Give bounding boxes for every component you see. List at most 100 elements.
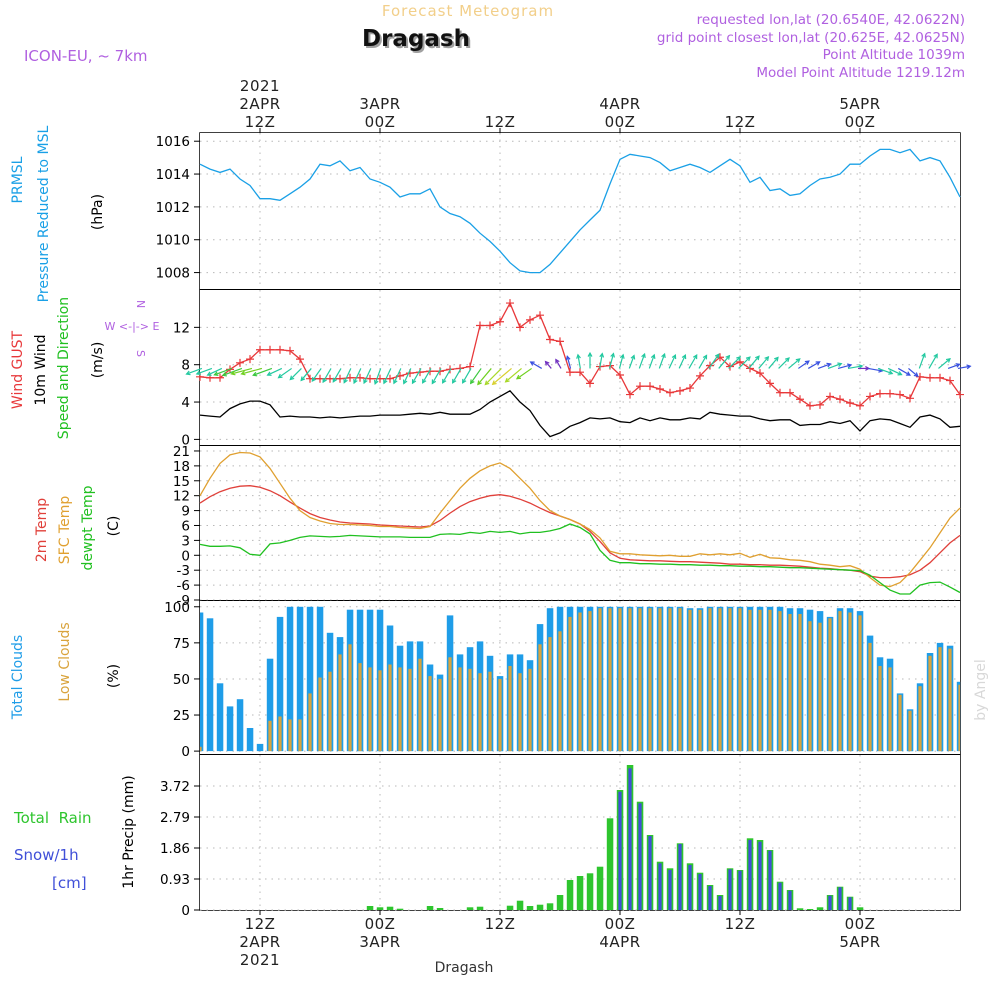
clouds-low-clouds-bar <box>508 666 512 752</box>
wind-direction-arrow <box>206 367 223 376</box>
wind-direction-arrow <box>608 352 615 369</box>
wind-arrow-head <box>452 378 457 384</box>
wind-arrow-head <box>230 370 236 376</box>
clouds-low-clouds-bar <box>758 609 762 752</box>
wind-arrow-shaft <box>817 363 831 369</box>
wind-arrow-shaft <box>470 368 482 384</box>
wind-arrow-head <box>462 378 467 384</box>
wind-direction-arrow <box>628 354 636 369</box>
clouds-low-clouds-bar <box>268 720 272 752</box>
precip-legend-snow: Snow/1h <box>14 846 79 864</box>
clouds-low-clouds-bar <box>598 608 602 752</box>
wind-direction-arrow <box>658 352 666 369</box>
wind-direction-arrow <box>266 367 283 376</box>
wind-arrow-shaft <box>807 361 820 369</box>
temp-label-dewpt: dewpt Temp <box>80 485 96 570</box>
gust-marker <box>906 394 914 403</box>
bottom-axis-label: 00Z <box>845 915 876 933</box>
wind-arrow-head <box>252 371 258 377</box>
clouds-low-clouds-bar <box>558 631 562 752</box>
wind-arrow-head <box>195 370 201 376</box>
wind-direction-arrow <box>638 352 646 369</box>
wind-arrow-shaft <box>788 358 801 369</box>
wind-arrow-shaft <box>618 354 624 369</box>
wind-arrow-shaft <box>648 354 655 369</box>
wind-direction-arrow <box>411 368 422 385</box>
bottom-axis-label: 12Z <box>245 915 276 933</box>
point-altitude: Point Altitude 1039m <box>823 47 965 63</box>
precip-ytick-label: 3.72 <box>160 779 190 795</box>
gust-marker <box>636 382 644 391</box>
clouds-label-total: Total Clouds <box>10 635 26 720</box>
wind-direction-arrow <box>289 368 302 381</box>
clouds-low-clouds-bar <box>698 609 702 752</box>
clouds-low-clouds-bar <box>938 647 942 752</box>
clouds-low-clouds-bar <box>318 677 322 752</box>
wind-arrow-shaft <box>877 367 893 375</box>
precip-ytick-label: 0.93 <box>160 872 190 888</box>
wind-direction-arrow <box>462 368 472 384</box>
gust-marker <box>506 299 514 308</box>
gust-marker <box>586 379 594 388</box>
gust-marker <box>546 335 554 344</box>
wind-direction-arrow <box>947 363 961 369</box>
wind-direction-arrow <box>383 368 392 385</box>
top-axis-label: 00Z <box>845 113 876 131</box>
wind-direction-arrow <box>565 355 572 369</box>
clouds-low-clouds-bar <box>538 644 542 752</box>
wind-direction-arrow <box>748 355 760 369</box>
clouds-low-clouds-bar <box>388 664 392 752</box>
wind-arrow-shaft <box>322 368 332 383</box>
wind-arrow-head <box>213 371 219 376</box>
gust-marker <box>956 390 964 399</box>
wind-arrow-head <box>300 376 306 382</box>
precip-ylabel: 1hr Precip (mm) <box>121 775 137 888</box>
wind-arrow-head <box>905 371 911 376</box>
wind-arrow-head <box>555 358 560 364</box>
clouds-low-clouds-bar <box>898 694 902 752</box>
wind-arrow-head <box>630 354 636 360</box>
wind-arrow-head <box>815 361 821 366</box>
wind-arrow-head <box>477 380 482 386</box>
precip-snow-1h-bar <box>668 870 672 910</box>
gust-marker <box>856 401 864 410</box>
clouds-low-clouds-bar <box>528 668 532 752</box>
clouds-low-clouds-bar <box>488 671 492 752</box>
wind-arrow-shaft <box>484 368 502 385</box>
pressure-ytick-label: 1016 <box>156 134 190 150</box>
top-axis-label: 5APR <box>839 95 880 113</box>
precip-total-rain-bar <box>376 907 384 910</box>
wind-arrow-shaft <box>566 356 572 369</box>
wind-direction-arrow <box>877 367 894 375</box>
precip-total-rain-bar <box>396 908 404 910</box>
gust-marker <box>836 395 844 404</box>
wind-arrow-shaft <box>343 368 352 383</box>
clouds-low-clouds-bar <box>868 642 872 752</box>
gust-marker <box>616 370 624 379</box>
pressure-ylabel: PRMSL Pressure Reduced to MSL (hPa) <box>10 125 106 302</box>
precip-snow-1h-bar <box>678 844 682 910</box>
gust-marker <box>756 369 764 378</box>
wind-arrow-shaft <box>577 354 581 369</box>
wind-direction-arrow <box>728 356 742 369</box>
wind-arrow-head <box>402 379 408 385</box>
gust-marker <box>256 345 264 354</box>
clouds-low-clouds-bar <box>398 667 402 752</box>
wind-direction-arrow <box>504 367 522 383</box>
clouds-total-clouds-bar <box>200 612 204 752</box>
gust-marker <box>936 373 944 382</box>
temperature-ylabel: 2m Temp SFC Temp dewpt Temp (C) <box>34 485 122 570</box>
clouds-low-clouds-bar <box>648 608 652 752</box>
wind-direction-arrow <box>393 368 402 385</box>
wind-arrow-head <box>897 371 903 376</box>
wind-direction-arrow <box>587 351 593 369</box>
pressure-gridlines <box>200 133 960 289</box>
clouds-low-clouds-bar <box>668 608 672 752</box>
top-axis-label: 00Z <box>365 113 396 131</box>
gust-marker <box>476 321 484 330</box>
precip-total-rain-bar <box>796 908 804 910</box>
clouds-low-clouds-bar <box>448 657 452 752</box>
wind-ytick-label: 12 <box>173 320 190 336</box>
clouds-low-clouds-bar <box>788 614 792 752</box>
